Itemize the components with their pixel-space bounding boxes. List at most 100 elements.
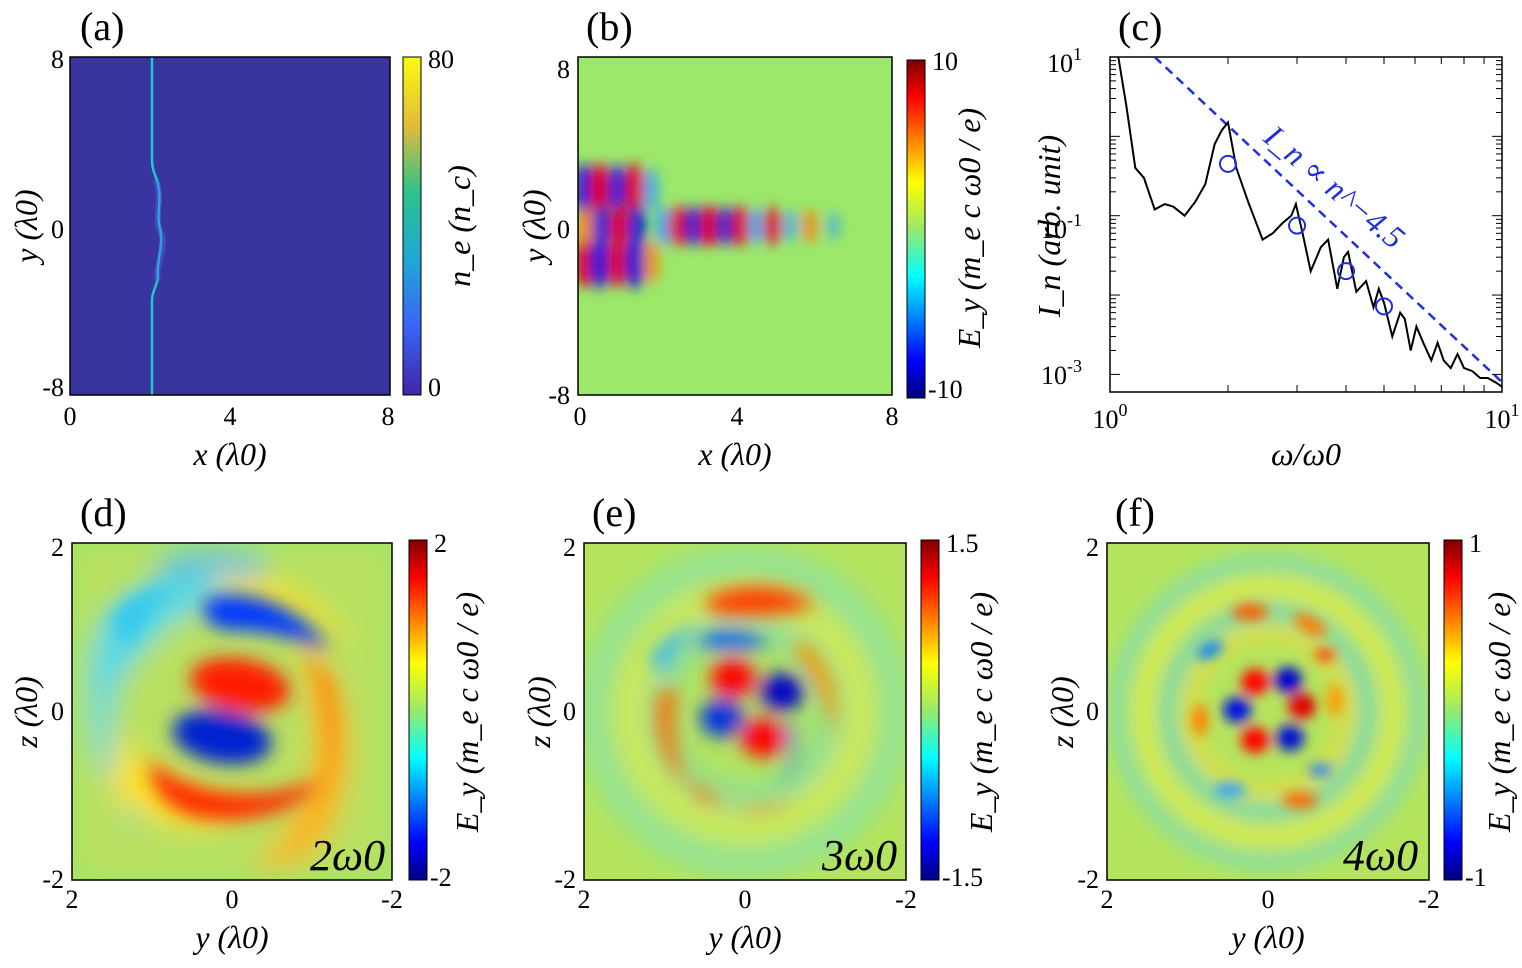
- panel-d: (d) 2ω0 2 0 -2 2 0 -2 y (λ0) z (λ0) 2 -2…: [8, 490, 485, 955]
- field-lobe: [589, 162, 610, 218]
- panel-d-ticks: 2 0 -2 2 0 -2: [42, 533, 403, 914]
- panel-a-ylabel: y (λ0): [8, 189, 44, 265]
- panel-f-harmonic: 4ω0: [1343, 831, 1418, 880]
- panel-b-ylabel: y (λ0): [516, 189, 552, 265]
- panel-b: (b) 0 4 8 8 0 -8 x (λ0) y (λ0) 10 -10 E_…: [516, 4, 987, 472]
- tick-label: -8: [548, 381, 570, 410]
- colorbar-min: 0: [428, 373, 441, 402]
- tick-label: 2: [51, 533, 64, 562]
- panel-e-colorbar: [920, 539, 940, 881]
- panel-a-plot-area: [70, 57, 390, 395]
- tick-label: 0: [563, 697, 576, 726]
- panel-a-label: (a): [80, 4, 124, 49]
- harmonic-marker: [1288, 216, 1307, 235]
- tick-label: -2: [895, 885, 917, 914]
- tick-label: 2: [1086, 533, 1099, 562]
- panel-a-foil: [150, 57, 166, 395]
- panel-d-harmonic: 2ω0: [310, 831, 385, 880]
- colorbar-max: 1.5: [946, 529, 979, 558]
- tick-label: 0: [574, 402, 587, 431]
- panel-f-ticks: 2 0 -2 2 0 -2: [1077, 533, 1440, 914]
- tick-label: 8: [886, 402, 899, 431]
- field-lobe: [731, 205, 751, 247]
- tick-label: -2: [381, 885, 403, 914]
- panel-e-ylabel: z (λ0): [521, 676, 557, 749]
- panel-a-colorbar-label: n_e (n_c): [441, 165, 477, 287]
- colorbar-max: 2: [434, 529, 447, 558]
- tick-label: 0: [739, 885, 752, 914]
- panel-d-colorbar: [408, 539, 428, 881]
- tick-label: 4: [731, 402, 744, 431]
- spectrum-line: [1117, 57, 1502, 388]
- tick-label: 0: [1086, 697, 1099, 726]
- tick-label: -2: [1418, 885, 1440, 914]
- tick-label: 8: [382, 402, 395, 431]
- harmonic-marker: [1374, 297, 1393, 316]
- tick-label: -2: [1077, 865, 1099, 894]
- field-lobe: [781, 209, 798, 243]
- panel-b-xlabel: x (λ0): [697, 436, 771, 472]
- field-lobe: [699, 204, 720, 248]
- colorbar-min: -2: [430, 863, 452, 892]
- panel-b-ticks: 0 4 8 8 0 -8: [548, 55, 898, 431]
- panel-a-xlabel: x (λ0): [192, 436, 266, 472]
- panel-d-colorbar-label: E_y (m_e c ω0 / e): [449, 592, 485, 833]
- field-lobe: [607, 163, 627, 217]
- tick-label: 0: [557, 215, 570, 244]
- panel-f-colorbar: [1443, 539, 1463, 881]
- panel-b-field-lobes: [578, 162, 841, 290]
- panel-f: (f) 4ω0 2 0 -2 2 0 -2 y (λ0) z (λ0) 1 -1…: [1044, 490, 1517, 955]
- panel-f-xlabel: y (λ0): [1228, 919, 1304, 955]
- field-lobe: [655, 206, 674, 246]
- field-lobe: [801, 208, 818, 244]
- tick-label: 2: [563, 533, 576, 562]
- field-lobe: [625, 234, 645, 290]
- field-lobe: [625, 162, 645, 218]
- panel-c-ylabel: I_n (arb. unit): [1031, 135, 1067, 318]
- field-lobe: [592, 205, 611, 247]
- panel-b-colorbar: [906, 59, 926, 399]
- tick-label: 101: [1047, 44, 1082, 78]
- field-lobe: [609, 204, 629, 248]
- panel-d-xlabel: y (λ0): [192, 919, 268, 955]
- harmonic-marker: [1337, 262, 1356, 281]
- panel-a-ticks: 0 4 8 8 0 -8: [42, 45, 394, 431]
- tick-label: 0: [51, 215, 64, 244]
- tick-label: 10-1: [1041, 210, 1082, 244]
- tick-label: 2: [1101, 885, 1114, 914]
- panel-e-xlabel: y (λ0): [705, 919, 781, 955]
- field-lobe: [715, 206, 735, 246]
- panel-e-colorbar-label: E_y (m_e c ω0 / e): [963, 592, 999, 833]
- field-lobe: [642, 239, 660, 285]
- panel-a-colorbar: [402, 56, 422, 396]
- panel-d-label: (d): [80, 490, 127, 535]
- colorbar-top: 10: [932, 47, 958, 76]
- tick-label: -2: [42, 865, 64, 894]
- colorbar-max: 1: [1469, 529, 1482, 558]
- tick-label: 0: [226, 885, 239, 914]
- field-lobe: [668, 205, 688, 247]
- panel-b-colorbar-label: E_y (m_e c ω0 / e): [951, 108, 987, 349]
- field-lobe: [763, 206, 782, 246]
- field-lobe: [578, 235, 594, 289]
- tick-label: 8: [51, 45, 64, 74]
- colorbar-bottom: -10: [928, 375, 963, 404]
- tick-label: 100: [1093, 400, 1128, 434]
- tick-label: 101: [1485, 400, 1520, 434]
- panel-e-harmonic: 3ω0: [821, 831, 897, 880]
- colorbar-min: -1.5: [942, 863, 983, 892]
- tick-label: 0: [51, 697, 64, 726]
- panel-c-minor-ticks: [1110, 57, 1502, 392]
- fit-line: [1153, 57, 1502, 383]
- field-lobe: [578, 163, 594, 217]
- tick-label: 0: [64, 402, 77, 431]
- field-lobe: [747, 207, 766, 245]
- field-lobe: [578, 206, 595, 246]
- panel-c-ticks: 100 101 101 10-1 10-3: [1041, 44, 1520, 434]
- field-lobe: [607, 235, 627, 289]
- colorbar-max: 80: [428, 45, 454, 74]
- panel-b-label: (b): [586, 4, 633, 49]
- panel-e: (e) 3ω0 2 0 -2 2 0 -2 y (λ0) z (λ0) 1.5 …: [521, 490, 999, 955]
- panel-c-label: (c): [1118, 4, 1162, 49]
